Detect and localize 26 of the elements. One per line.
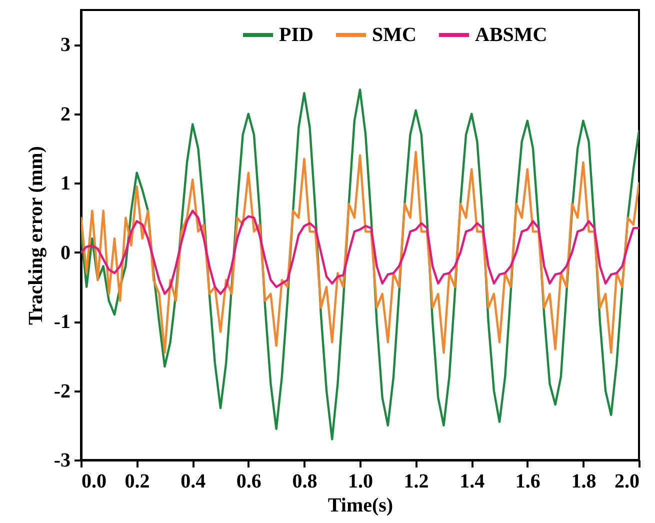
legend-label: SMC	[372, 24, 416, 46]
legend-label: ABSMC	[475, 24, 548, 46]
x-tick-label: 1.0	[348, 470, 373, 492]
y-axis-title: Tracking error (mm)	[24, 146, 47, 325]
y-tick-label: -1	[54, 311, 70, 334]
x-tick-label: 0.4	[180, 470, 206, 492]
y-tick-label: 1	[60, 172, 70, 195]
x-tick-label: 0.0	[82, 470, 106, 492]
legend-label: PID	[279, 24, 314, 46]
x-tick-label: 1.2	[404, 470, 429, 492]
line-series	[81, 88, 639, 440]
y-tick-label: 2	[60, 103, 70, 126]
x-tick-label: 1.8	[571, 470, 596, 492]
x-tick-label: 1.6	[515, 470, 540, 492]
x-tick-label: 1.4	[460, 470, 485, 492]
y-tick-label: -2	[54, 380, 70, 402]
x-tick-label: 0.6	[236, 470, 262, 492]
x-axis-title: Time(s)	[328, 494, 394, 516]
line-series	[81, 210, 639, 295]
y-tick-label: -3	[54, 450, 70, 472]
y-tick-label: 3	[60, 34, 70, 56]
x-tick-label: 0.8	[292, 470, 318, 492]
x-tick-label: 0.2	[124, 470, 150, 492]
x-tick-label: 2.0	[614, 470, 640, 492]
line-series	[81, 150, 639, 354]
y-tick-label: 0	[60, 242, 70, 264]
